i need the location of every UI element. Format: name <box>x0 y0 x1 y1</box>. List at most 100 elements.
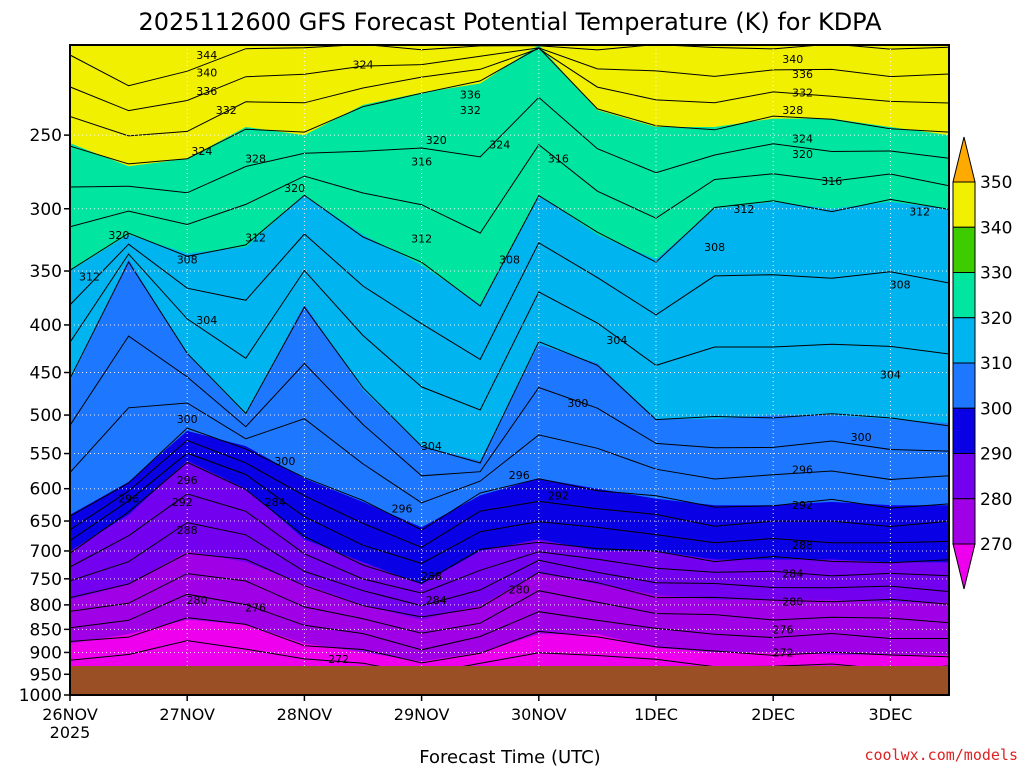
contour-label: 296 <box>118 493 139 506</box>
contour-line <box>70 552 949 618</box>
colorbar-box <box>952 407 976 454</box>
x-tick-label: 27NOV <box>159 705 215 724</box>
contour-label: 276 <box>245 601 266 614</box>
contour-label: 300 <box>851 431 872 444</box>
contour-label: 336 <box>792 68 813 81</box>
x-axis-label: Forecast Time (UTC) <box>419 747 600 768</box>
contour-label: 304 <box>606 334 627 347</box>
contour-label: 312 <box>411 233 432 246</box>
x-tick-label: 28NOV <box>277 705 333 724</box>
contour-label: 324 <box>191 145 212 158</box>
contour-label: 328 <box>782 104 803 117</box>
y-tick-label: 700 <box>30 542 62 562</box>
contour-line <box>70 573 949 634</box>
contour-label: 280 <box>782 595 803 608</box>
contour-line <box>70 402 949 504</box>
contour-label: 340 <box>782 53 803 66</box>
contour-label: 324 <box>489 139 510 152</box>
y-tick-label: 750 <box>30 570 62 590</box>
contour-label: 324 <box>353 59 374 72</box>
colorbar-label: 340 <box>980 218 1012 238</box>
colorbar-arrow-top <box>952 136 976 183</box>
x-tick-label: 29NOV <box>394 705 450 724</box>
contour-label: 296 <box>792 463 813 476</box>
contour-label: 272 <box>328 653 349 666</box>
colorbar: 350 340 330 320 310 300 290 280 270 <box>952 136 1012 590</box>
contour-label: 312 <box>909 205 930 218</box>
contour-label: 312 <box>79 271 100 284</box>
colorbar-label: 350 <box>980 173 1012 193</box>
contour-label: 296 <box>509 469 530 482</box>
x-tick-label: 3DEC <box>869 705 913 724</box>
colorbar-box <box>952 317 976 364</box>
contour-line <box>70 640 949 675</box>
contour-label: 320 <box>284 182 305 195</box>
contour-label: 272 <box>772 646 793 659</box>
contour-label: 328 <box>245 153 266 166</box>
contour-label: 316 <box>411 156 432 169</box>
contour-line <box>70 194 949 307</box>
contour-labels: 344 340 336 332 324 328 324 320 316 312 320 312 308 3… <box>79 49 930 686</box>
y-tick-label: 550 <box>30 445 62 465</box>
contour-line <box>70 47 949 112</box>
colorbar-label: 330 <box>980 264 1012 284</box>
x-tick-label: 30NOV <box>511 705 567 724</box>
contour-label: 316 <box>821 175 842 188</box>
y-tick-label: 850 <box>30 620 62 640</box>
colorbar-label: 270 <box>980 535 1012 555</box>
y-axis: 250 300 350 400 450 500 550 600 650 700 750 800 850 9… <box>19 126 70 706</box>
x-tick-label: 2DEC <box>751 705 795 724</box>
contour-label: 308 <box>499 253 520 266</box>
y-tick-label: 250 <box>30 126 62 146</box>
contour-label: 284 <box>782 567 803 580</box>
contour-label: 320 <box>426 134 447 147</box>
contour-label: 332 <box>792 87 813 100</box>
contour-line <box>70 493 949 594</box>
y-tick-label: 350 <box>30 262 62 282</box>
contour-line <box>70 96 949 194</box>
contour-label: 304 <box>880 368 901 381</box>
colorbar-box <box>952 181 976 228</box>
plot-frame <box>69 44 950 696</box>
contour-line <box>70 47 949 165</box>
y-tick-label: 400 <box>30 316 62 336</box>
color-fill-bands <box>70 45 949 695</box>
colorbar-box <box>952 498 976 545</box>
contour-label: 292 <box>792 499 813 512</box>
chart-title: 2025112600 GFS Forecast Potential Temper… <box>138 8 882 36</box>
x-tick-label: 1DEC <box>634 705 678 724</box>
y-tick-label: 300 <box>30 200 62 220</box>
contour-line <box>70 522 949 607</box>
y-tick-label: 800 <box>30 596 62 616</box>
contour-label: 292 <box>172 496 193 509</box>
contour-line <box>70 260 949 464</box>
contour-label: 300 <box>274 455 295 468</box>
contour-label: 332 <box>460 104 481 117</box>
contour-label: 288 <box>792 539 813 552</box>
contour-line <box>70 427 949 531</box>
contour-label: 332 <box>216 104 237 117</box>
contour-label: 304 <box>421 440 442 453</box>
y-tick-label: 500 <box>30 406 62 426</box>
contour-label: 308 <box>704 241 725 254</box>
colorbar-label: 280 <box>980 490 1012 510</box>
contour-label: 340 <box>196 66 217 79</box>
contour-label: 344 <box>196 49 217 62</box>
contour-label: 312 <box>245 231 266 244</box>
contour-label: 312 <box>733 203 754 216</box>
contour-label: 336 <box>460 88 481 101</box>
x-tick-label: 26NOV <box>42 705 98 724</box>
colorbar-label: 290 <box>980 445 1012 465</box>
contour-line <box>70 253 949 411</box>
contour-label: 304 <box>196 314 217 327</box>
colorbar-label: 320 <box>980 309 1012 329</box>
contour-line <box>70 48 949 137</box>
contour-line <box>70 233 949 361</box>
plot-area: 344 340 336 332 324 328 324 320 316 312 320 312 308 3… <box>70 45 949 695</box>
colorbar-box <box>952 362 976 409</box>
contour-label: 288 <box>177 524 198 537</box>
contour-label: 292 <box>548 489 569 502</box>
contour-label: 300 <box>177 413 198 426</box>
